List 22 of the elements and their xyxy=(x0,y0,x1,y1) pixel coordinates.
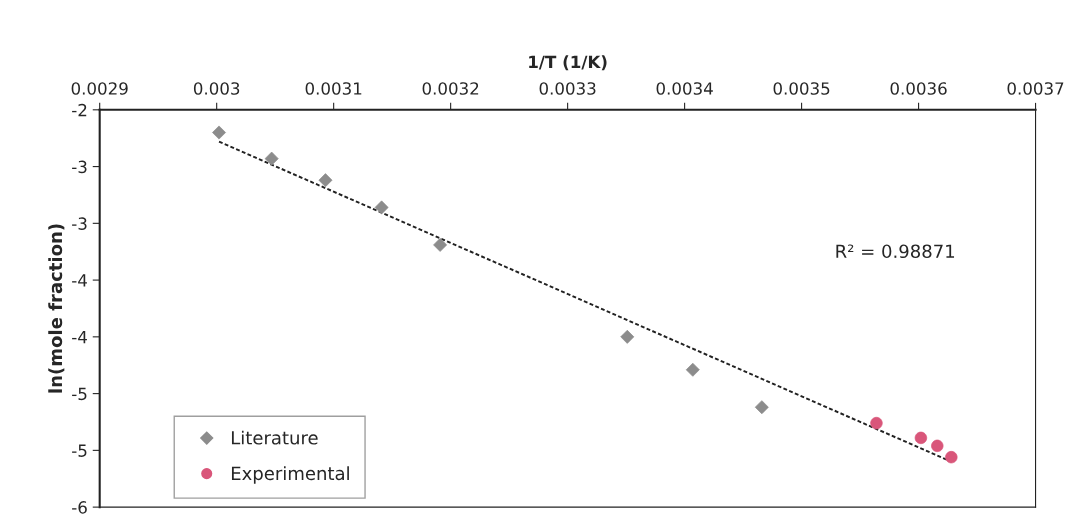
annotation: R² = 0.98871 xyxy=(836,244,955,259)
legend-label: Experimental xyxy=(231,466,349,484)
legend-label: Literature xyxy=(231,430,318,445)
y-tick-label: -5 xyxy=(72,444,87,457)
x-tick-label: 0.0035 xyxy=(773,82,830,95)
x-tick-label: 0.003 xyxy=(193,82,240,95)
y-tick-label: -4 xyxy=(72,331,87,344)
x-tick-label: 0.0029 xyxy=(71,82,128,95)
x-tick-label: 0.0032 xyxy=(422,82,479,95)
x-axis-title: 1/T (1/K) xyxy=(529,55,607,71)
y-tick-label: -3 xyxy=(72,217,87,230)
y-tick-label: -6 xyxy=(72,501,87,514)
y-axis-title: ln(mole fraction) xyxy=(48,224,65,393)
x-tick-label: 0.0036 xyxy=(890,82,947,95)
x-tick-label: 0.0033 xyxy=(539,82,596,95)
y-tick-label: -4 xyxy=(72,274,87,287)
y-tick-label: -3 xyxy=(72,160,87,174)
y-tick-label: -2 xyxy=(72,103,87,117)
x-tick-label: 0.0037 xyxy=(1007,82,1064,95)
x-tick-label: 0.0031 xyxy=(305,82,362,95)
y-tick-label: -5 xyxy=(72,387,87,401)
x-tick-label: 0.0034 xyxy=(656,82,713,95)
